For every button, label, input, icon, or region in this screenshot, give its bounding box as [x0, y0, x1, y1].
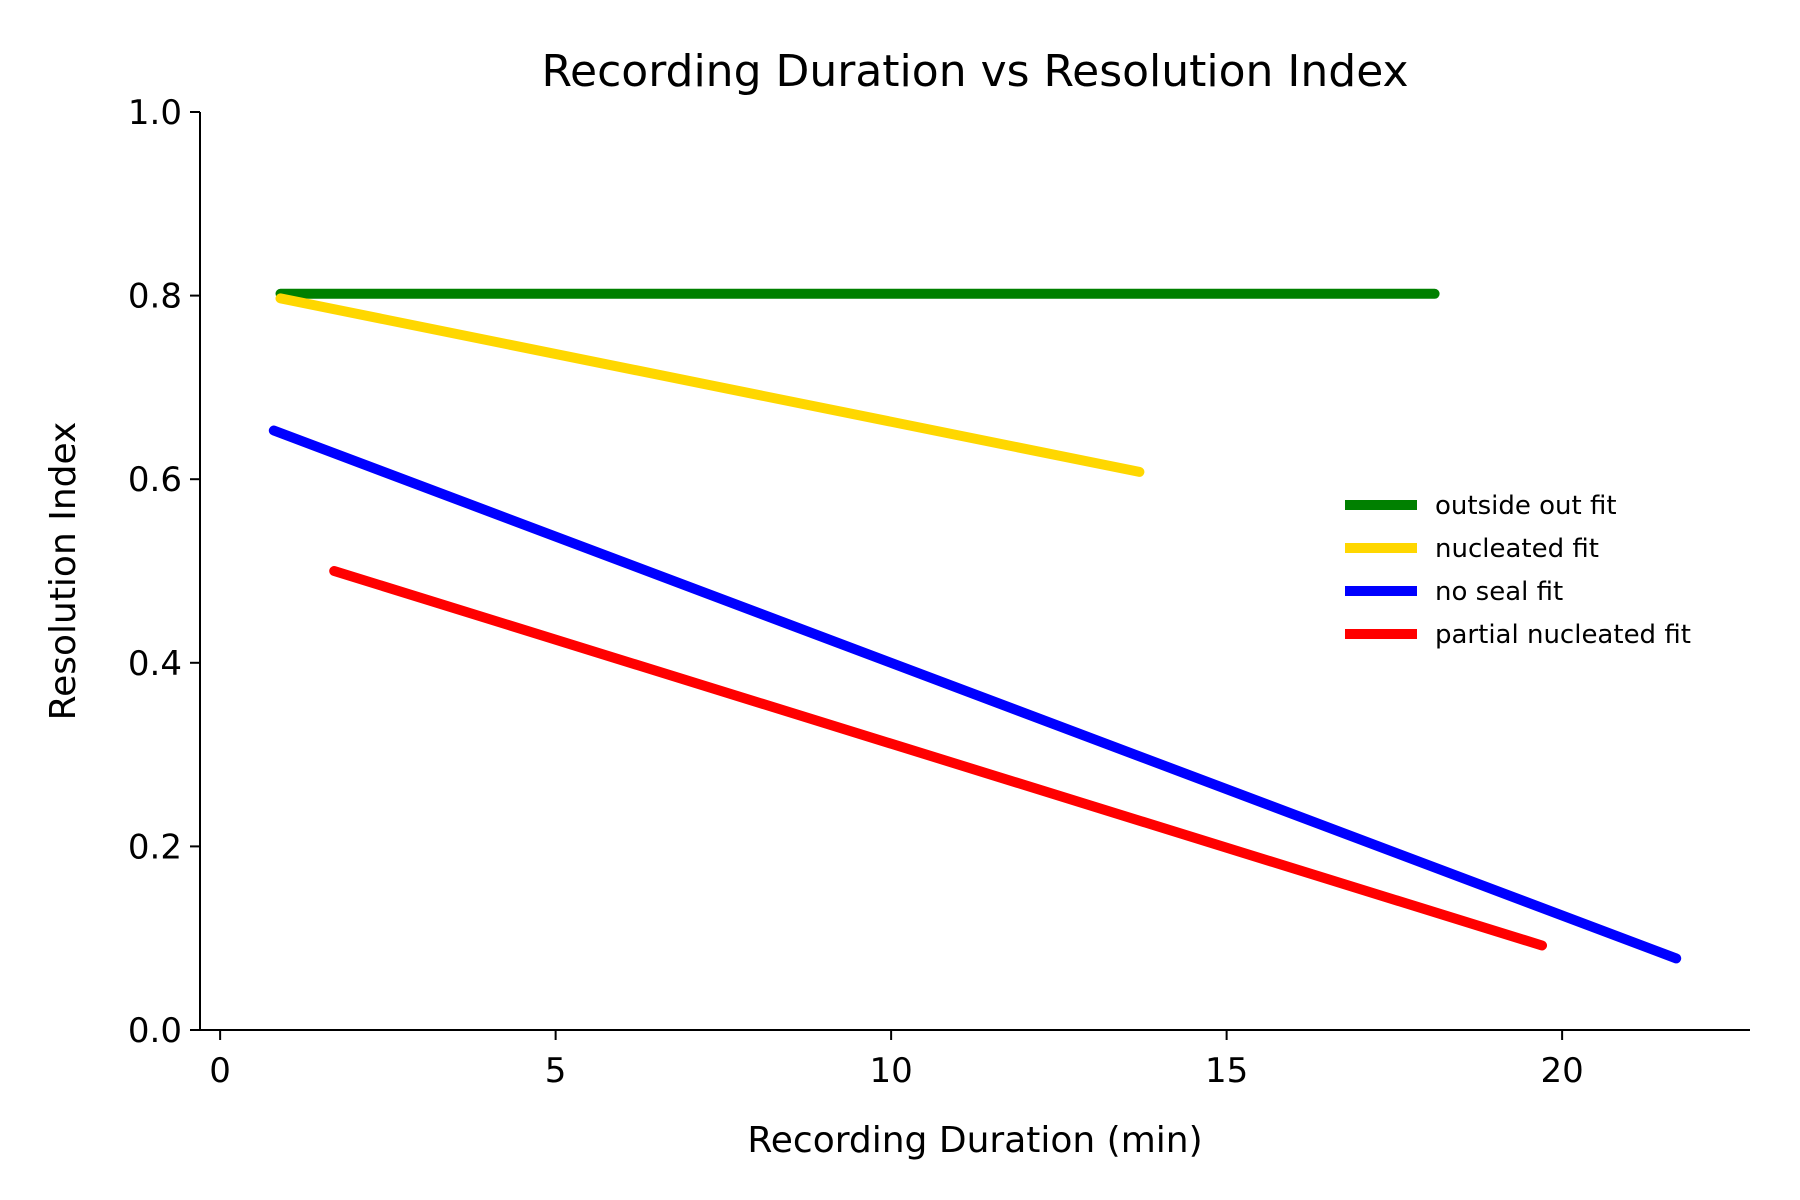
- x-tick-label: 0: [209, 1051, 231, 1091]
- y-tick-label: 1.0: [128, 93, 182, 133]
- legend-label: partial nucleated fit: [1435, 620, 1691, 650]
- y-tick-label: 0.0: [128, 1011, 182, 1051]
- x-tick-label: 20: [1540, 1051, 1583, 1091]
- y-tick-label: 0.2: [128, 827, 182, 867]
- series-lines: [268, 288, 1682, 964]
- legend-label: no seal fit: [1435, 577, 1563, 607]
- y-axis-label: Resolution Index: [43, 422, 84, 721]
- series-line-partial-nucleated-fit: [329, 566, 1547, 951]
- x-tick-label: 10: [869, 1051, 912, 1091]
- series-line-nucleated-fit: [275, 293, 1145, 477]
- series-line-no-seal-fit: [268, 425, 1682, 964]
- x-tick-label: 15: [1205, 1051, 1248, 1091]
- plot-area: 0.0 0.2 0.4 0.6 0.8 1.0 0 5 10 15 20: [128, 93, 1750, 1091]
- y-tick-label: 0.4: [128, 644, 182, 684]
- y-tick-label: 0.8: [128, 277, 182, 317]
- x-axis-label: Recording Duration (min): [747, 1120, 1202, 1161]
- legend-label: outside out fit: [1435, 491, 1617, 521]
- legend: outside out fit nucleated fit no seal fit p…: [1345, 491, 1691, 650]
- x-tick-label: 5: [545, 1051, 567, 1091]
- y-ticks: 0.0 0.2 0.4 0.6 0.8 1.0: [128, 93, 200, 1051]
- legend-label: nucleated fit: [1435, 534, 1599, 564]
- x-ticks: 0 5 10 15 20: [209, 1030, 1584, 1091]
- y-tick-label: 0.6: [128, 460, 182, 500]
- chart-title: Recording Duration vs Resolution Index: [541, 46, 1408, 97]
